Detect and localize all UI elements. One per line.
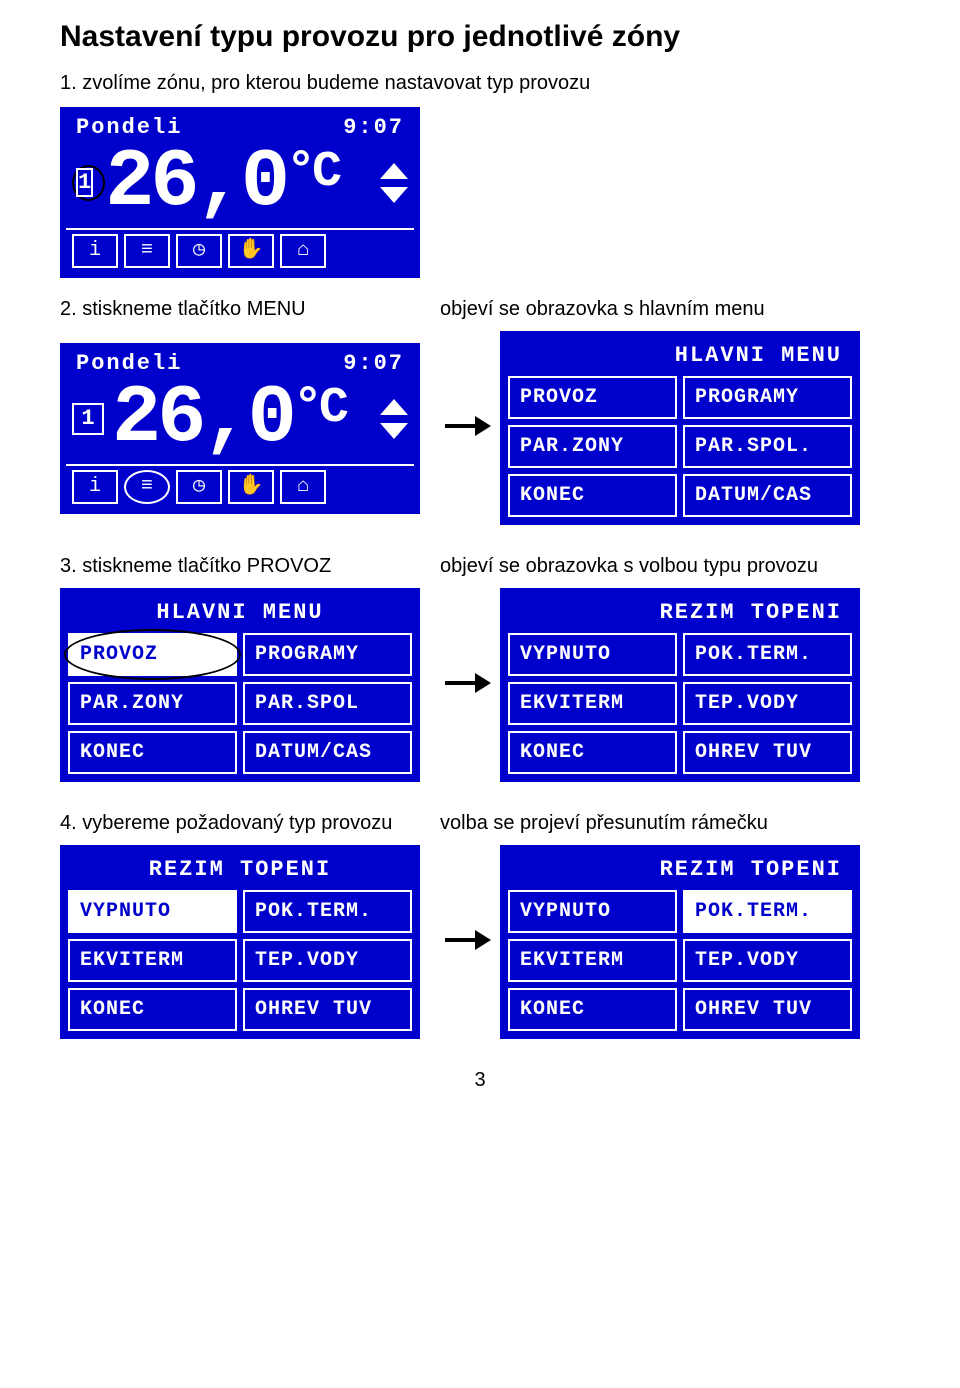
rezim-tepvody[interactable]: TEP.VODY [243, 939, 412, 982]
temp-up-icon[interactable] [380, 399, 408, 415]
rezim-ekviterm[interactable]: EKVITERM [508, 939, 677, 982]
step-3-left: 3. stiskneme tlačítko PROVOZ [60, 555, 440, 578]
step-4-left: 4. vybereme požadovaný typ provozu [60, 812, 440, 835]
menu-programy[interactable]: PROGRAMY [683, 376, 852, 419]
rezim-tepvody[interactable]: TEP.VODY [683, 939, 852, 982]
step-1-text: 1. zvolíme zónu, pro kterou budeme nasta… [60, 72, 900, 95]
temperature-value: 26,0°C [112, 378, 376, 460]
home-icon[interactable]: ⌂ [280, 234, 326, 268]
hand-icon[interactable]: ✋ [228, 234, 274, 268]
menu-icon-highlighted[interactable]: ≡ [124, 470, 170, 504]
arrow-icon [445, 416, 495, 436]
rezim-topeni-before: REZIM TOPENI VYPNUTO POK.TERM. EKVITERM … [60, 845, 420, 1039]
rezim-vypnuto[interactable]: VYPNUTO [508, 633, 677, 676]
step-2-right: objeví se obrazovka s hlavním menu [440, 298, 765, 321]
temp-down-icon[interactable] [380, 423, 408, 439]
lcd-time: 9:07 [343, 115, 404, 140]
lcd-time: 9:07 [343, 351, 404, 376]
page-number: 3 [60, 1069, 900, 1092]
rezim-ekviterm[interactable]: EKVITERM [508, 682, 677, 725]
menu-provoz[interactable]: PROVOZ [508, 376, 677, 419]
rezim-ohrevtuv[interactable]: OHREV TUV [243, 988, 412, 1031]
step-2-left: 2. stiskneme tlačítko MENU [60, 298, 440, 321]
rezim-vypnuto-selected[interactable]: VYPNUTO [68, 890, 237, 933]
zone-number[interactable]: 1 [72, 403, 104, 435]
rezim-ohrevtuv[interactable]: OHREV TUV [683, 731, 852, 774]
rezim-topeni-after: REZIM TOPENI VYPNUTO POK.TERM. EKVITERM … [500, 845, 860, 1039]
temp-up-icon[interactable] [380, 163, 408, 179]
main-menu-provoz-selected: HLAVNI MENU PROVOZ PROGRAMY PAR.ZONY PAR… [60, 588, 420, 782]
rezim-vypnuto[interactable]: VYPNUTO [508, 890, 677, 933]
rezim-tepvody[interactable]: TEP.VODY [683, 682, 852, 725]
menu-konec[interactable]: KONEC [68, 731, 237, 774]
zone-select-highlight: 1 [72, 165, 105, 201]
rezim-pokterm[interactable]: POK.TERM. [683, 633, 852, 676]
rezim-topeni-screen: REZIM TOPENI VYPNUTO POK.TERM. EKVITERM … [500, 588, 860, 782]
info-icon[interactable]: i [72, 470, 118, 504]
lcd-icon-bar: i ≡ ◷ ✋ ⌂ [66, 228, 414, 272]
menu-title: REZIM TOPENI [508, 853, 852, 890]
step-3-right: objeví se obrazovka s volbou typu provoz… [440, 555, 818, 578]
rezim-konec[interactable]: KONEC [68, 988, 237, 1031]
menu-datumcas[interactable]: DATUM/CAS [683, 474, 852, 517]
home-icon[interactable]: ⌂ [280, 470, 326, 504]
clock-icon[interactable]: ◷ [176, 234, 222, 268]
info-icon[interactable]: i [72, 234, 118, 268]
temp-down-icon[interactable] [380, 187, 408, 203]
zone-number[interactable]: 1 [76, 168, 93, 197]
menu-parspol[interactable]: PAR.SPOL [243, 682, 412, 725]
lcd-screen-menu-press: Pondeli 9:07 1 26,0°C i ≡ ◷ ✋ ⌂ [60, 343, 420, 514]
step-4-right: volba se projeví přesunutím rámečku [440, 812, 768, 835]
temperature-value: 26,0°C [105, 142, 376, 224]
main-menu-screen: HLAVNI MENU PROVOZ PROGRAMY PAR.ZONY PAR… [500, 331, 860, 525]
menu-title: REZIM TOPENI [508, 596, 852, 633]
menu-datumcas[interactable]: DATUM/CAS [243, 731, 412, 774]
hand-icon[interactable]: ✋ [228, 470, 274, 504]
arrow-icon [445, 930, 495, 950]
menu-title: REZIM TOPENI [68, 853, 412, 890]
menu-provoz-selected[interactable]: PROVOZ [68, 633, 237, 676]
rezim-ekviterm[interactable]: EKVITERM [68, 939, 237, 982]
menu-title: HLAVNI MENU [68, 596, 412, 633]
menu-parspol[interactable]: PAR.SPOL. [683, 425, 852, 468]
rezim-konec[interactable]: KONEC [508, 988, 677, 1031]
menu-konec[interactable]: KONEC [508, 474, 677, 517]
rezim-pokterm[interactable]: POK.TERM. [243, 890, 412, 933]
page-title: Nastavení typu provozu pro jednotlivé zó… [60, 20, 900, 54]
menu-programy[interactable]: PROGRAMY [243, 633, 412, 676]
clock-icon[interactable]: ◷ [176, 470, 222, 504]
lcd-icon-bar: i ≡ ◷ ✋ ⌂ [66, 464, 414, 508]
arrow-icon [445, 673, 495, 693]
rezim-pokterm-selected[interactable]: POK.TERM. [683, 890, 852, 933]
menu-parzony[interactable]: PAR.ZONY [68, 682, 237, 725]
rezim-ohrevtuv[interactable]: OHREV TUV [683, 988, 852, 1031]
menu-parzony[interactable]: PAR.ZONY [508, 425, 677, 468]
lcd-screen-zone-select: Pondeli 9:07 1 26,0°C i ≡ ◷ ✋ ⌂ [60, 107, 420, 278]
menu-icon[interactable]: ≡ [124, 234, 170, 268]
rezim-konec[interactable]: KONEC [508, 731, 677, 774]
menu-title: HLAVNI MENU [508, 339, 852, 376]
